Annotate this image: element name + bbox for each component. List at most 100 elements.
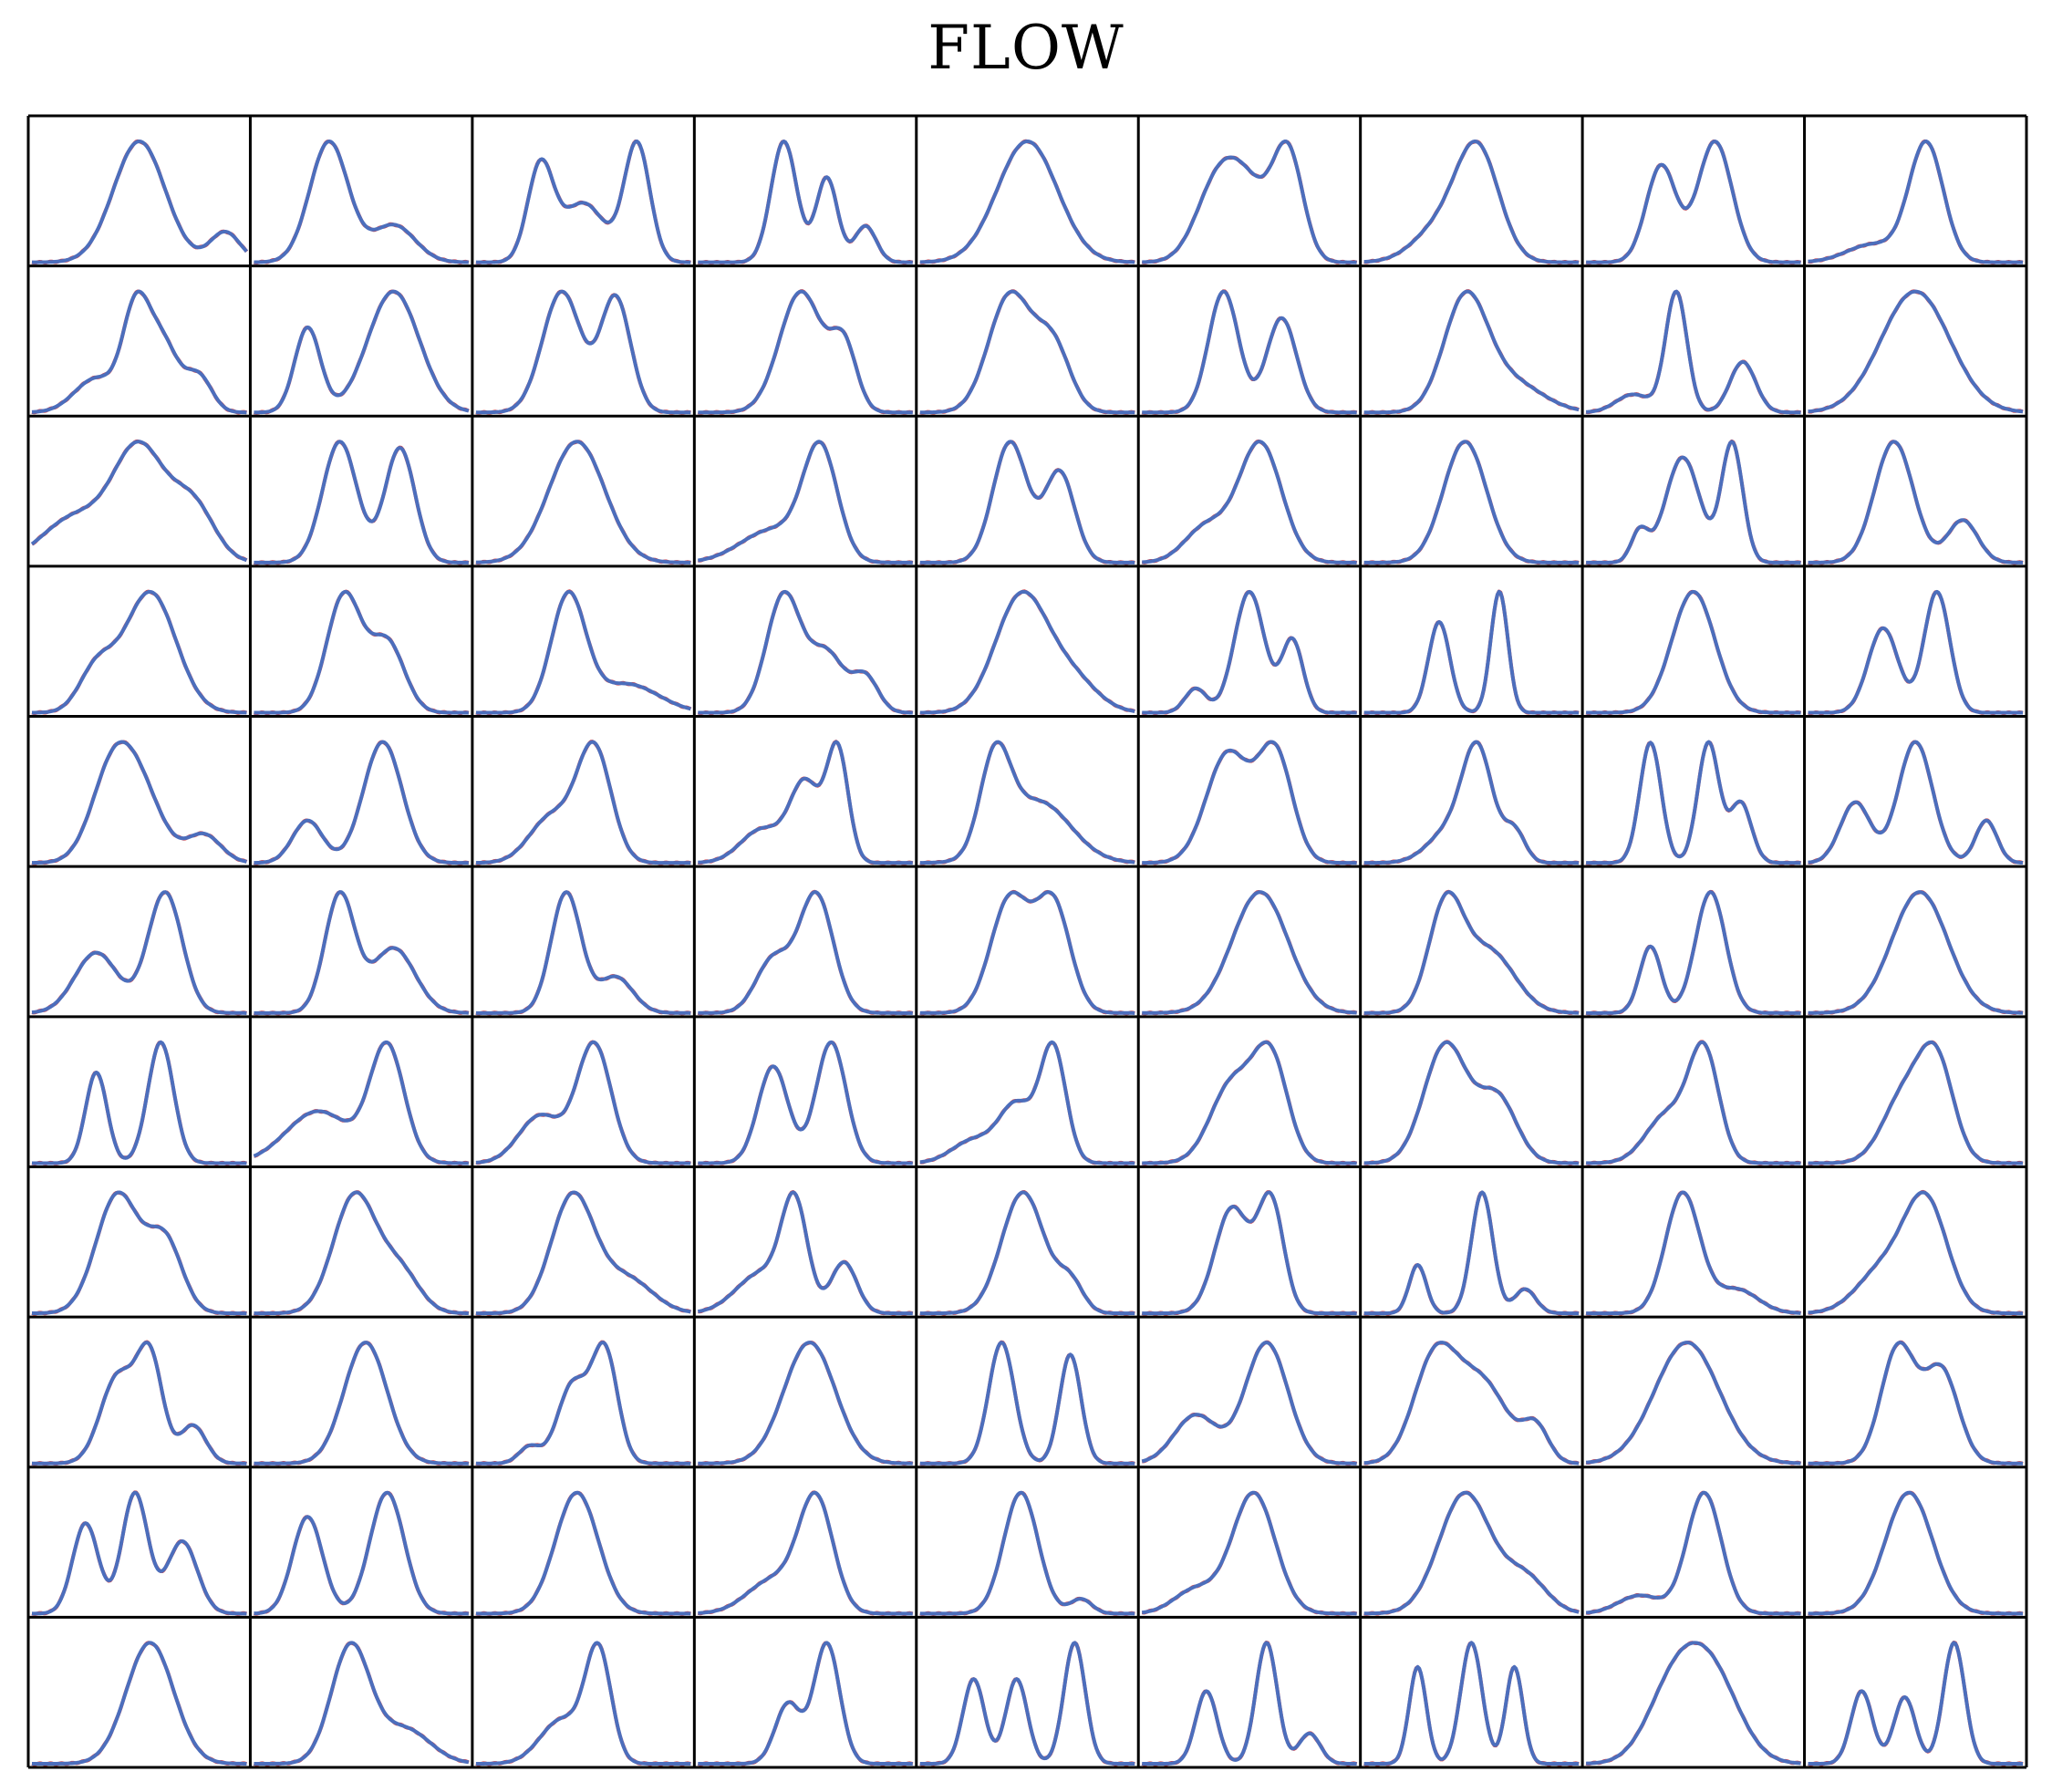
- panel-r10-c4: [697, 1490, 914, 1616]
- flow-density-line: [475, 890, 691, 1015]
- panel-r3-c9: [1808, 440, 2024, 565]
- true-density-line: [1808, 289, 2024, 414]
- true-density-line: [698, 440, 914, 565]
- true-density-line: [1808, 890, 2024, 1016]
- flow-density-line: [1808, 289, 2024, 414]
- flow-density-line: [1363, 1341, 1580, 1466]
- panel-r1-c6: [1141, 140, 1358, 265]
- panel-r8-c4: [697, 1190, 914, 1316]
- flow-density-line: [31, 1040, 247, 1165]
- panel-r2-c7: [1363, 289, 1580, 415]
- true-density-line: [697, 1641, 914, 1766]
- true-density-line: [1363, 889, 1580, 1016]
- flow-density-line: [254, 1490, 470, 1616]
- panel-r10-c2: [253, 1490, 470, 1616]
- flow-density-line: [919, 890, 1135, 1015]
- flow-density-line: [475, 1341, 691, 1466]
- flow-density-line: [1363, 289, 1580, 415]
- panel-r8-c1: [31, 1190, 248, 1316]
- flow-density-line: [1585, 140, 1801, 264]
- flow-density-line: [1363, 589, 1580, 715]
- flow-density-line: [1585, 589, 1801, 715]
- panel-r7-c2: [253, 1040, 470, 1165]
- flow-density-line: [919, 1190, 1135, 1316]
- panel-r11-c2: [253, 1641, 470, 1766]
- true-density-line: [31, 1190, 248, 1316]
- panel-r3-c7: [1363, 440, 1580, 565]
- panel-r10-c6: [1141, 1490, 1358, 1616]
- flow-density-line: [31, 890, 247, 1015]
- flow-density-line: [31, 589, 247, 715]
- panel-r5-c7: [1363, 740, 1580, 865]
- true-density-line: [31, 139, 249, 265]
- flow-density-line: [254, 890, 470, 1015]
- flow-density-line: [1808, 1341, 2024, 1466]
- panel-r5-c6: [1141, 740, 1358, 865]
- panel-r6-c2: [253, 890, 470, 1016]
- panel-r2-c1: [31, 289, 248, 415]
- panel-r6-c7: [1363, 889, 1580, 1016]
- panel-r4-c3: [475, 589, 692, 716]
- true-density-line: [1141, 439, 1358, 565]
- true-density-line: [1141, 289, 1358, 415]
- true-density-line: [31, 1040, 248, 1166]
- true-density-line: [1363, 140, 1580, 265]
- panel-r10-c9: [1808, 1490, 2024, 1616]
- panel-r9-c2: [253, 1341, 470, 1466]
- true-density-line: [475, 289, 691, 415]
- panel-r11-c7: [1363, 1641, 1580, 1766]
- flow-density-line: [1585, 440, 1801, 565]
- flow-density-line: [30, 440, 248, 563]
- panel-r9-c3: [475, 1340, 691, 1466]
- panel-r8-c9: [1808, 1189, 2024, 1316]
- true-density-line: [1585, 1641, 1802, 1766]
- flow-density-line: [919, 289, 1135, 415]
- flow-density-line: [475, 1190, 691, 1316]
- true-density-line: [475, 890, 691, 1016]
- panel-r9-c1: [31, 1340, 248, 1466]
- panel-r6-c6: [1141, 889, 1358, 1016]
- true-density-line: [919, 289, 1135, 415]
- panel-r1-c2: [253, 140, 470, 265]
- flow-density-line: [1808, 589, 2024, 715]
- flow-density-line: [1808, 1641, 2024, 1766]
- flow-density-line: [475, 1641, 691, 1766]
- panel-r4-c7: [1363, 589, 1580, 716]
- panel-r1-c3: [475, 140, 691, 265]
- true-density-line: [697, 289, 914, 415]
- panel-r7-c5: [919, 1040, 1135, 1166]
- flow-density-line: [1141, 589, 1357, 715]
- panel-r3-c1: [30, 439, 248, 563]
- flow-density-line: [1363, 1641, 1580, 1766]
- flow-density-line: [698, 440, 914, 565]
- panel-r1-c9: [1808, 139, 2024, 265]
- flow-density-line: [1585, 1190, 1801, 1316]
- panel-r4-c1: [31, 589, 248, 716]
- flow-density-line: [1808, 140, 2024, 264]
- true-density-line: [1585, 589, 1802, 716]
- true-density-line: [1363, 740, 1580, 865]
- true-density-line: [31, 1641, 248, 1766]
- true-density-line: [1808, 1189, 2024, 1316]
- panel-r6-c1: [31, 890, 248, 1016]
- true-density-line: [1141, 1490, 1358, 1616]
- flow-density-line: [698, 890, 914, 1015]
- true-density-line: [1585, 140, 1802, 265]
- flow-density-line: [475, 440, 691, 565]
- true-density-line: [919, 1041, 1135, 1166]
- panel-r4-c4: [697, 589, 914, 716]
- flow-density-line: [31, 1641, 247, 1766]
- true-density-line: [1141, 140, 1358, 265]
- flow-density-line: [475, 740, 691, 865]
- true-density-line: [919, 1190, 1135, 1316]
- panel-r11-c4: [697, 1641, 914, 1766]
- panel-r5-c5: [919, 740, 1135, 865]
- flow-density-line: [254, 1341, 470, 1466]
- panel-r10-c8: [1585, 1490, 1802, 1616]
- true-density-line: [31, 439, 248, 563]
- panel-r8-c5: [919, 1190, 1135, 1316]
- flow-density-line: [698, 1490, 914, 1616]
- flow-density-line: [475, 1490, 691, 1616]
- panel-r1-c5: [919, 139, 1135, 264]
- flow-density-line: [919, 440, 1135, 565]
